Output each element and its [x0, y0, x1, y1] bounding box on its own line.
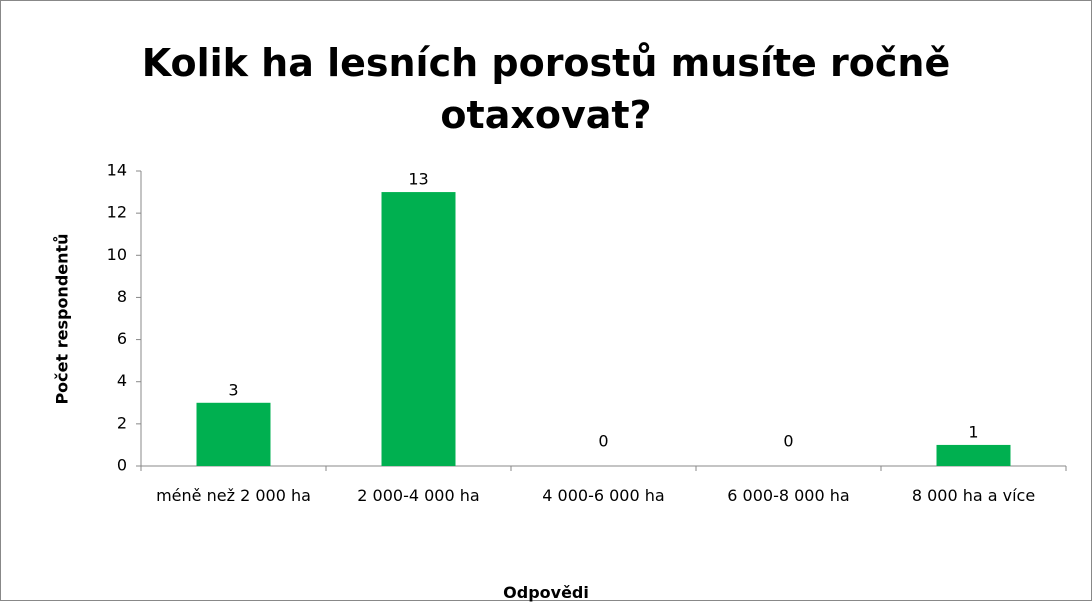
chart-title: Kolik ha lesních porostů musíte ročně ot…: [141, 41, 951, 137]
y-tick-label: 0: [117, 456, 127, 475]
x-tick-label: méně než 2 000 ha: [156, 486, 311, 505]
data-label: 0: [598, 432, 608, 451]
y-tick-label: 12: [107, 203, 127, 222]
bar: [196, 402, 271, 466]
data-label: 1: [968, 422, 978, 441]
x-axis-label: Odpovědi: [503, 583, 589, 602]
y-tick-label: 10: [107, 245, 127, 264]
y-tick-label: 14: [107, 161, 127, 180]
x-tick-label: 8 000 ha a více: [911, 486, 1036, 505]
x-tick-label: 2 000-4 000 ha: [357, 486, 480, 505]
x-tick-label: 6 000-8 000 ha: [727, 486, 850, 505]
y-tick-label: 4: [117, 371, 127, 390]
data-label: 13: [408, 170, 428, 189]
bar: [936, 444, 1011, 466]
y-axis-label: Počet respondentů: [53, 233, 72, 404]
data-label: 0: [783, 432, 793, 451]
bar: [381, 192, 456, 467]
data-label: 3: [228, 380, 238, 399]
y-tick-label: 6: [117, 329, 127, 348]
y-tick-label: 2: [117, 413, 127, 432]
y-tick-label: 8: [117, 287, 127, 306]
x-tick-label: 4 000-6 000 ha: [542, 486, 665, 505]
